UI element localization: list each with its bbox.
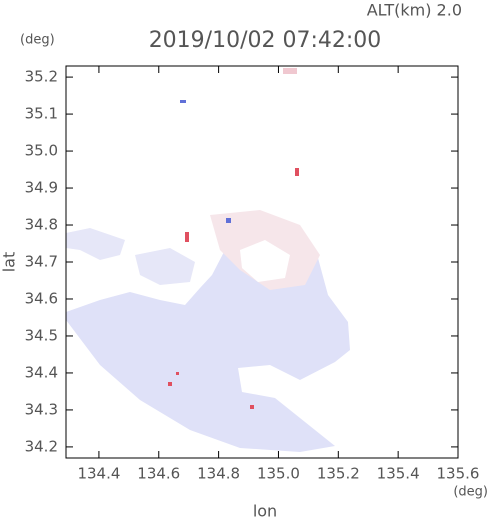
y-tick-label: 34.3: [25, 400, 58, 418]
x-tick-label: 134.6: [137, 465, 180, 483]
y-tick-label: 35.0: [25, 142, 58, 160]
chart-title: 2019/10/02 07:42:00: [149, 28, 382, 53]
y-label: lat: [0, 252, 19, 273]
y-tick-label: 34.4: [25, 363, 58, 381]
y-tick-label: 34.8: [25, 216, 58, 234]
x-tick-label: 135.2: [317, 465, 360, 483]
x-tick-label: 134.4: [77, 465, 120, 483]
x-tick-label: 134.8: [197, 465, 240, 483]
x-unit: (deg): [453, 485, 488, 500]
y-tick-label: 34.6: [25, 289, 58, 307]
echo: [66, 68, 350, 452]
y-tick-label: 34.2: [25, 437, 58, 455]
y-tick-label: 35.2: [25, 68, 58, 86]
x-tick-label: 135.0: [257, 465, 300, 483]
x-tick-label: 135.4: [377, 465, 420, 483]
x-tick-label: 135.6: [437, 465, 480, 483]
subtitle: ALT(km) 2.0: [367, 1, 462, 20]
y-tick-label: 34.9: [25, 179, 58, 197]
y-unit: (deg): [20, 33, 55, 48]
x-label: lon: [253, 502, 277, 521]
y-tick-label: 34.5: [25, 326, 58, 344]
y-tick-label: 34.7: [25, 253, 58, 271]
y-tick-label: 35.1: [25, 105, 58, 123]
